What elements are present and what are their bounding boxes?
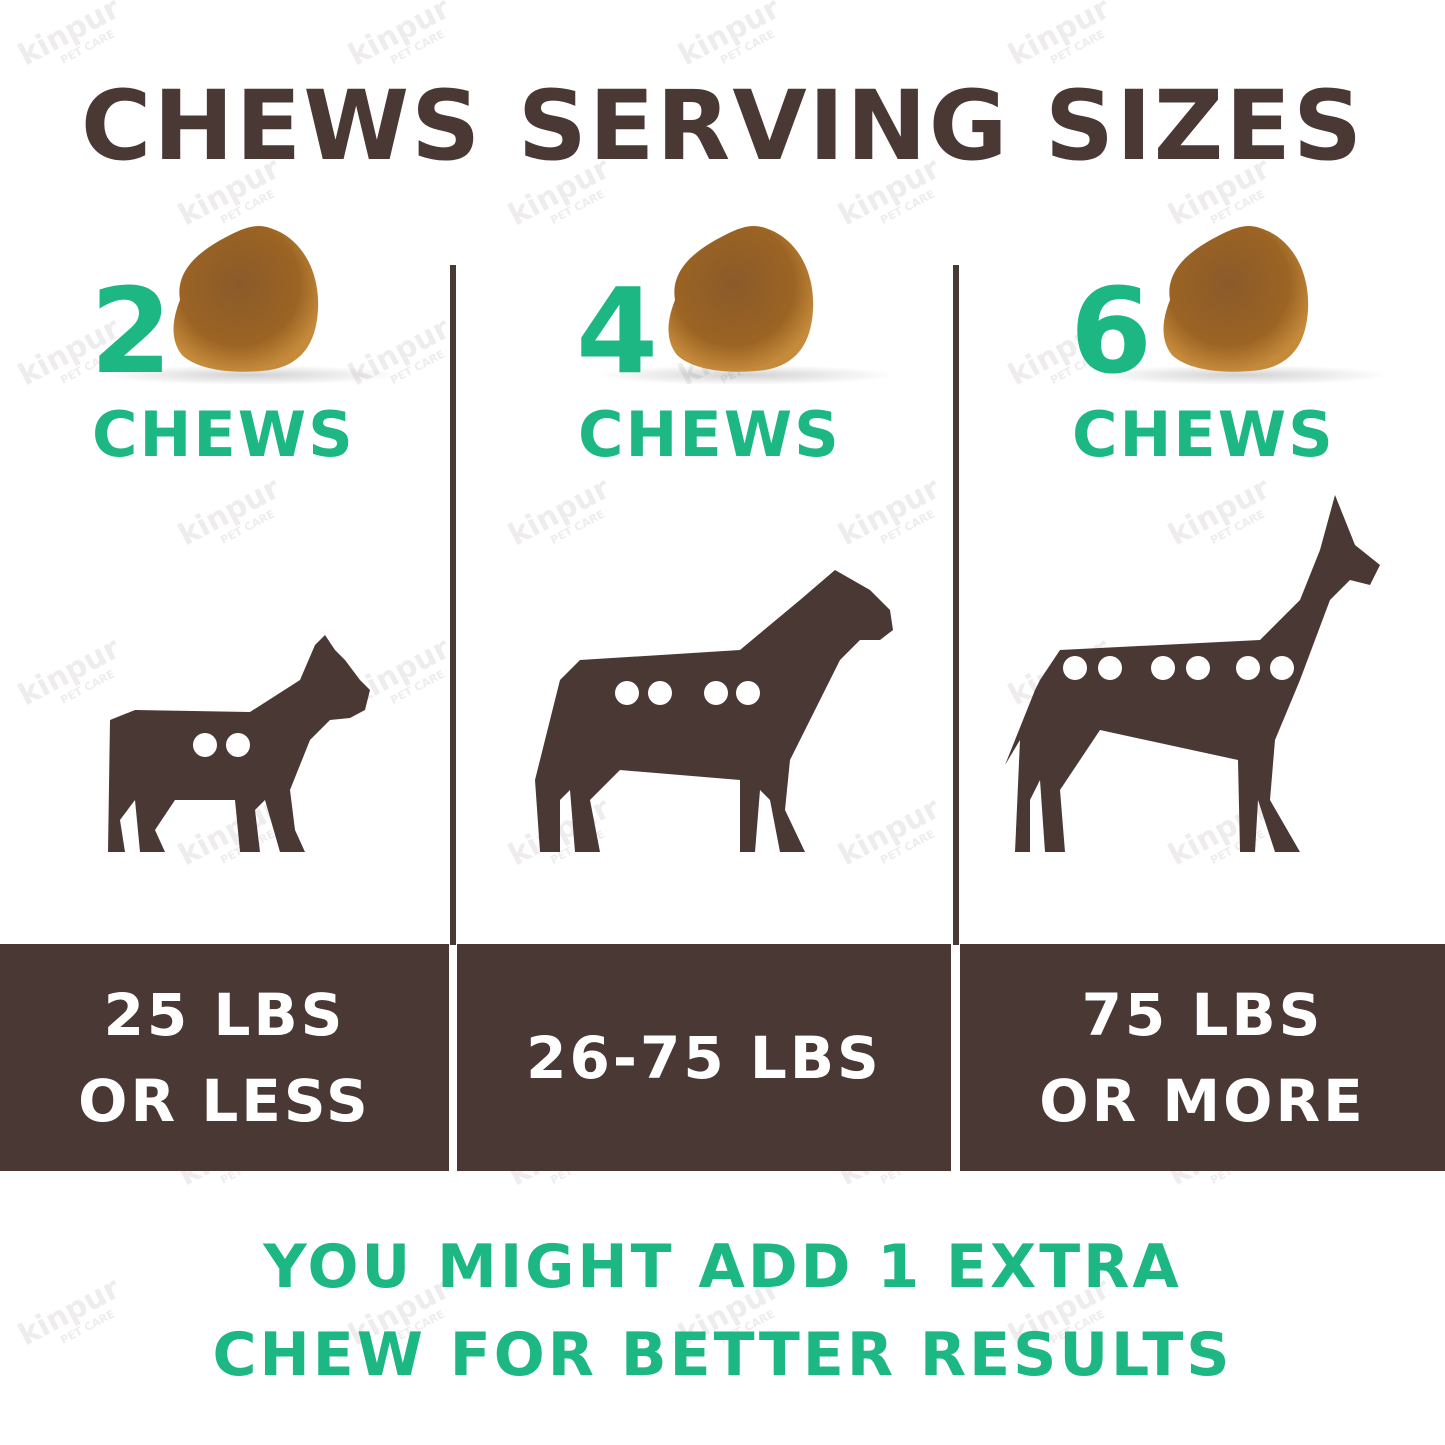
chew-dot bbox=[615, 681, 639, 705]
chew-dot bbox=[648, 681, 672, 705]
divider bbox=[953, 265, 959, 945]
chew-dot bbox=[226, 733, 250, 757]
chew-dot bbox=[1151, 656, 1175, 680]
page-title: CHEWS SERVING SIZES bbox=[80, 70, 1365, 182]
chew-dot bbox=[1186, 656, 1210, 680]
chew-count-3: 6 bbox=[1070, 262, 1153, 400]
chew-dot bbox=[1270, 656, 1294, 680]
chew-image-2 bbox=[595, 226, 895, 385]
weight-line: OR LESS bbox=[78, 1066, 371, 1135]
chew-dot bbox=[1098, 656, 1122, 680]
medium-dog-silhouette bbox=[535, 570, 893, 852]
divider bbox=[450, 265, 456, 945]
weight-line: 26-75 LBS bbox=[526, 1023, 882, 1092]
chew-image-3 bbox=[1090, 226, 1390, 385]
weight-line: 25 LBS bbox=[103, 980, 346, 1049]
chew-unit-2: CHEWS bbox=[578, 398, 841, 471]
note-line-1: YOU MIGHT ADD 1 EXTRA bbox=[263, 1232, 1182, 1302]
chew-unit-3: CHEWS bbox=[1072, 398, 1335, 471]
chew-unit-1: CHEWS bbox=[92, 398, 355, 471]
chew-dot bbox=[1063, 656, 1087, 680]
chew-image-1 bbox=[100, 226, 400, 385]
chew-count-2: 4 bbox=[576, 262, 659, 400]
weight-band-1: 25 LBS OR LESS bbox=[0, 944, 449, 1171]
weight-band-3: 75 LBS OR MORE bbox=[960, 944, 1445, 1171]
weight-line: 75 LBS bbox=[1081, 980, 1324, 1049]
chew-count-1: 2 bbox=[90, 262, 173, 400]
weight-line: OR MORE bbox=[1039, 1066, 1366, 1135]
weight-band-2: 26-75 LBS bbox=[457, 944, 951, 1171]
chew-dot bbox=[736, 681, 760, 705]
chew-dot bbox=[704, 681, 728, 705]
note-line-2: CHEW FOR BETTER RESULTS bbox=[212, 1320, 1233, 1390]
chew-dot bbox=[1236, 656, 1260, 680]
chew-dot bbox=[193, 733, 217, 757]
